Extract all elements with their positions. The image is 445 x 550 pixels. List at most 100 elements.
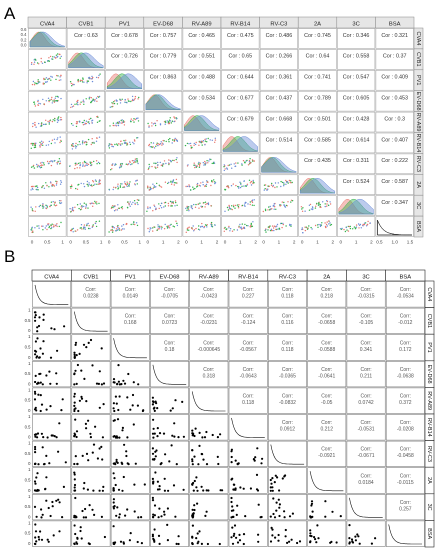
scatter-point: [75, 382, 78, 385]
correlation-label: Corr:: [360, 447, 371, 453]
scatter-point: [111, 205, 114, 207]
panel-cell: [66, 216, 105, 237]
scatter-point: [155, 145, 157, 147]
correlation-value: -0.0641: [318, 373, 335, 379]
scatter-point: [151, 125, 153, 127]
scatter-point: [92, 181, 95, 183]
scatter-point: [196, 165, 199, 167]
scatter-point: [113, 102, 116, 105]
correlation-label: Corr:: [243, 340, 254, 346]
scatter-point: [326, 200, 328, 202]
scatter-point: [119, 122, 121, 124]
scatter-point: [226, 168, 229, 170]
scatter-point: [79, 143, 81, 146]
scatter-point: [55, 499, 58, 502]
scatter-point: [150, 142, 152, 144]
scatter-point: [232, 515, 235, 519]
scatter-point: [273, 203, 275, 205]
correlation-value: Cor : 0.745: [304, 33, 331, 39]
scatter-point: [155, 167, 157, 169]
scatter-point: [176, 161, 178, 164]
scatter-point: [56, 119, 58, 121]
scatter-point: [79, 203, 82, 205]
scatter-point: [116, 229, 119, 231]
scatter-point: [129, 205, 131, 207]
scatter-point: [206, 160, 208, 162]
scatter-point: [38, 356, 41, 359]
correlation-label: Corr:: [321, 314, 332, 320]
column-header-label: PV1: [119, 21, 130, 27]
scatter-point: [319, 203, 321, 206]
scatter-point: [198, 530, 201, 533]
scatter-point: [60, 75, 62, 77]
scatter-point: [166, 225, 168, 228]
scatter-point: [236, 204, 239, 206]
scatter-point: [98, 162, 101, 165]
scatter-point: [33, 390, 37, 393]
scatter-point: [62, 485, 65, 488]
scatter-point: [174, 200, 177, 202]
y-tick-label: 0: [28, 541, 31, 546]
scatter-point: [191, 483, 194, 486]
scatter-point: [238, 226, 240, 228]
scatter-point: [348, 225, 350, 228]
scatter-point: [41, 122, 43, 124]
panel-cell: [182, 195, 221, 216]
scatter-point: [69, 165, 71, 167]
scatter-point: [231, 542, 235, 545]
scatter-point: [54, 118, 56, 120]
column-header-label: BSA: [400, 274, 412, 280]
panel-cell: [221, 90, 260, 112]
scatter-point: [174, 205, 176, 207]
scatter-point: [173, 116, 175, 118]
y-tick-label: 1: [28, 494, 31, 499]
scatter-point: [163, 202, 166, 204]
correlation-label: Corr:: [282, 367, 293, 373]
scatter-point: [239, 223, 241, 226]
scatter-point: [48, 370, 51, 373]
scatter-point: [133, 221, 135, 223]
panel-cell: [150, 334, 189, 361]
scatter-point: [60, 55, 62, 58]
panel-cell: [144, 132, 183, 154]
scatter-point: [236, 462, 239, 465]
scatter-point: [42, 164, 44, 166]
scatter-point: [37, 489, 40, 492]
correlation-label: Corr:: [321, 420, 332, 426]
scatter-point: [126, 102, 128, 104]
panel-cell: [346, 334, 386, 361]
scatter-point: [321, 222, 323, 224]
scatter-point: [37, 535, 40, 539]
panel-cell: [28, 216, 67, 237]
scatter-point: [37, 382, 40, 385]
scatter-point: [249, 226, 251, 228]
panel-cell: [110, 307, 150, 334]
scatter-point: [203, 202, 205, 204]
scatter-point: [42, 207, 44, 209]
scatter-point: [51, 139, 54, 141]
scatter-point: [34, 451, 37, 454]
correlation-label: Corr:: [282, 314, 293, 320]
scatter-point: [41, 142, 43, 145]
scatter-point: [36, 163, 38, 166]
scatter-point: [98, 180, 101, 182]
scatter-point: [230, 448, 233, 451]
scatter-point: [175, 158, 177, 161]
scatter-point: [34, 105, 37, 107]
scatter-point: [128, 183, 130, 186]
scatter-point: [257, 533, 260, 536]
scatter-point: [316, 202, 318, 205]
scatter-point: [198, 161, 200, 164]
scatter-point: [192, 225, 194, 227]
scatter-point: [76, 101, 79, 104]
scatter-point: [147, 168, 149, 171]
scatter-point: [158, 184, 160, 186]
scatter-point: [148, 125, 150, 127]
scatter-point: [269, 229, 272, 232]
scatter-point: [193, 229, 196, 231]
scatter-point: [58, 116, 60, 118]
scatter-point: [91, 508, 94, 511]
scatter-point: [123, 443, 126, 446]
scatter-point: [214, 224, 216, 226]
scatter-point: [48, 140, 50, 143]
